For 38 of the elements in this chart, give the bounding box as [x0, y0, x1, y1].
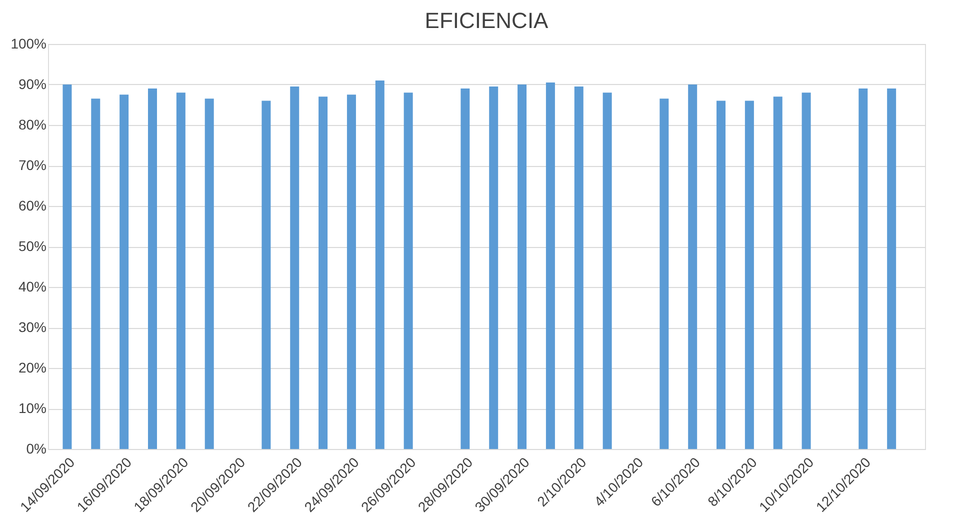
bar — [204, 98, 214, 449]
bar — [460, 88, 470, 449]
bar — [290, 86, 300, 449]
y-tick-label: 30% — [18, 319, 46, 335]
bar — [887, 88, 896, 449]
y-tick-label: 60% — [18, 198, 46, 214]
y-tick-label: 0% — [26, 440, 46, 456]
bar — [91, 98, 100, 449]
bar — [602, 92, 612, 449]
bar — [660, 98, 669, 449]
bar — [62, 84, 72, 449]
bar — [318, 96, 328, 449]
bar — [262, 100, 271, 449]
y-tick-label: 50% — [18, 238, 46, 254]
bar — [802, 92, 811, 449]
bar — [375, 80, 384, 449]
bar — [489, 86, 498, 449]
bar — [773, 96, 782, 449]
bar — [148, 88, 157, 449]
bar — [346, 94, 356, 449]
y-tick-label: 100% — [10, 36, 46, 52]
bar — [744, 100, 754, 449]
bar — [120, 94, 129, 449]
bar — [716, 100, 726, 449]
bar — [688, 84, 698, 449]
bar — [404, 92, 413, 449]
bar — [546, 82, 555, 449]
y-tick-label: 10% — [18, 400, 46, 416]
y-tick-label: 70% — [18, 157, 46, 173]
y-tick-label: 90% — [18, 76, 46, 92]
bar — [176, 92, 186, 449]
bar — [518, 84, 527, 449]
y-tick-label: 20% — [18, 360, 46, 376]
bar — [858, 88, 868, 449]
bar — [574, 86, 584, 449]
chart-title: EFICIENCIA — [424, 8, 549, 33]
y-tick-label: 80% — [18, 116, 46, 132]
y-tick-label: 40% — [18, 278, 46, 294]
